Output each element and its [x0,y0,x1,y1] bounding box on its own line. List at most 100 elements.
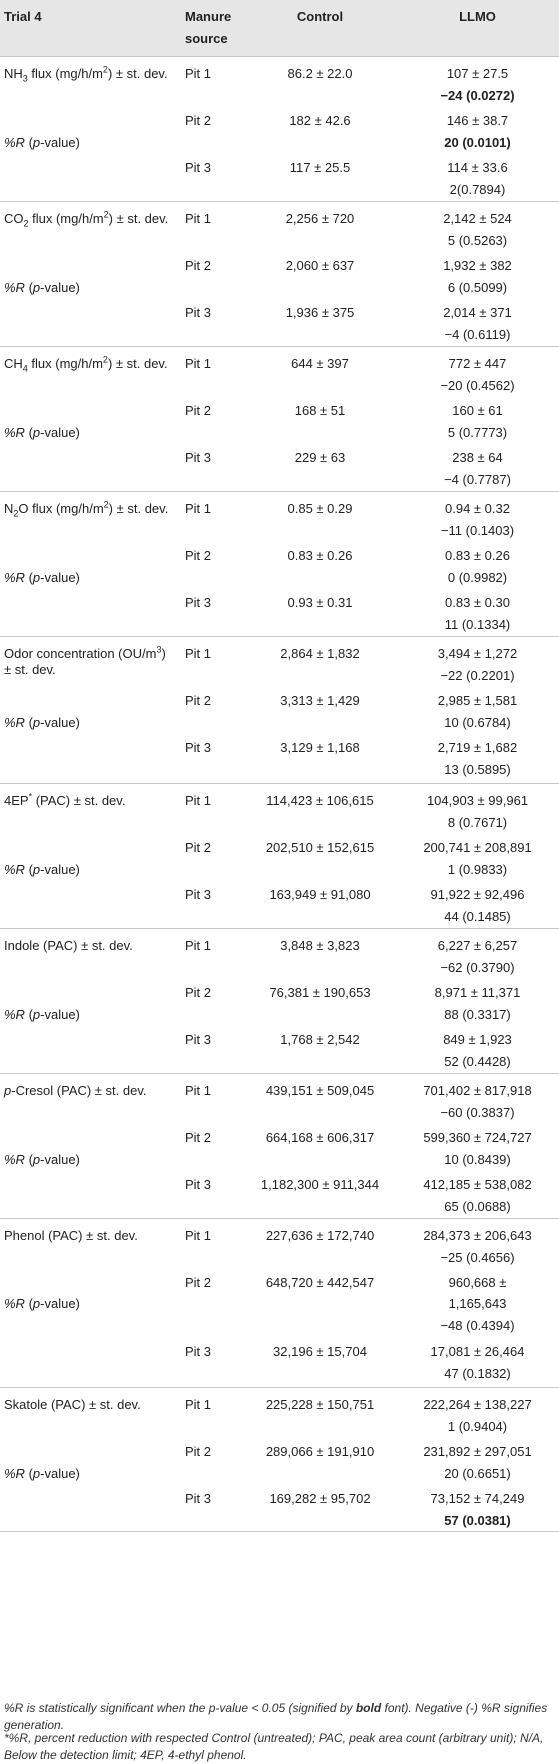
llmo-cell: 73,152 ± 74,249 [430,1491,525,1506]
llmo-cell: 17,081 ± 26,464 [430,1344,525,1359]
percent-reduction-cell: 8 (0.7671) [447,815,508,830]
percent-reduction-label: %R (p-value) [4,862,80,877]
percent-reduction-cell: −24 (0.0272) [440,88,515,103]
header-control: Control [296,9,344,24]
footnote-significance: %R is statistically significant when the… [4,1701,548,1732]
row-divider [0,1531,559,1532]
control-cell: 2,060 ± 637 [285,258,355,273]
control-cell: 229 ± 63 [294,450,346,465]
manure-source-cell: Pit 1 [185,66,212,81]
llmo-cell: 2,985 ± 1,581 [437,693,518,708]
percent-reduction-cell: 1 (0.9833) [447,862,508,877]
parameter-label: N2O flux (mg/h/m2) ± st. dev. [4,499,169,519]
llmo-cell: 231,892 ± 297,051 [423,1444,532,1459]
percent-reduction-cell: 0 (0.9982) [447,570,508,585]
row-divider [0,1218,559,1219]
manure-source-cell: Pit 2 [185,1130,212,1145]
llmo-cell: 0.94 ± 0.32 [445,501,510,516]
manure-source-cell: Pit 3 [185,740,212,755]
llmo-cell: 284,373 ± 206,643 [423,1228,532,1243]
header-manure-line2: source [185,31,228,46]
manure-source-cell: Pit 2 [185,548,212,563]
percent-reduction-cell: 20 (0.0101) [444,135,511,150]
percent-reduction-label: %R (p-value) [4,715,80,730]
row-divider [0,346,559,347]
percent-reduction-cell: −60 (0.3837) [440,1105,515,1120]
control-cell: 1,768 ± 2,542 [280,1032,360,1047]
footnote-abbreviations: *%R, percent reduction with respected Co… [4,1731,544,1762]
manure-source-cell: Pit 2 [185,1444,212,1459]
parameter-label: p-Cresol (PAC) ± st. dev. [4,1083,147,1098]
percent-reduction-cell: 47 (0.1832) [444,1366,511,1381]
control-cell: 648,720 ± 442,547 [265,1275,375,1290]
percent-reduction-label: %R (p-value) [4,1466,80,1481]
control-cell: 1,936 ± 375 [285,305,355,320]
control-cell: 664,168 ± 606,317 [265,1130,375,1145]
row-divider [0,1073,559,1074]
percent-reduction-cell: 11 (0.1334) [444,617,511,632]
llmo-cell: 0.83 ± 0.30 [445,595,510,610]
llmo-cell: 0.83 ± 0.26 [445,548,510,563]
percent-reduction-cell: 88 (0.3317) [444,1007,511,1022]
control-cell: 2,864 ± 1,832 [280,646,360,661]
control-cell: 163,949 ± 91,080 [269,887,371,902]
manure-source-cell: Pit 3 [185,1491,212,1506]
manure-source-cell: Pit 1 [185,501,212,516]
control-cell: 0.93 ± 0.31 [287,595,353,610]
percent-reduction-cell: 5 (0.7773) [447,425,508,440]
manure-source-cell: Pit 2 [185,840,212,855]
percent-reduction-label: %R (p-value) [4,425,80,440]
manure-source-cell: Pit 3 [185,595,212,610]
manure-source-cell: Pit 2 [185,693,212,708]
row-divider [0,491,559,492]
control-cell: 3,848 ± 3,823 [280,938,360,953]
percent-reduction-cell: 57 (0.0381) [444,1513,511,1528]
control-cell: 3,129 ± 1,168 [280,740,360,755]
row-divider [0,201,559,202]
percent-reduction-cell: −22 (0.2201) [440,668,515,683]
llmo-cell: 2,719 ± 1,682 [437,740,518,755]
llmo-cell: 6,227 ± 6,257 [437,938,518,953]
parameter-label: Odor concentration (OU/m3) ± st. dev. [4,644,166,677]
control-cell: 0.85 ± 0.29 [287,501,353,516]
percent-reduction-cell: −62 (0.3790) [440,960,515,975]
llmo-cell: 701,402 ± 817,918 [423,1083,532,1098]
manure-source-cell: Pit 1 [185,646,212,661]
manure-source-cell: Pit 3 [185,887,212,902]
manure-source-cell: Pit 3 [185,160,212,175]
control-cell: 86.2 ± 22.0 [287,66,353,81]
control-cell: 1,182,300 ± 911,344 [260,1177,380,1192]
manure-source-cell: Pit 2 [185,113,212,128]
percent-reduction-cell: −4 (0.7787) [444,472,511,487]
manure-source-cell: Pit 1 [185,938,212,953]
control-cell: 117 ± 25.5 [289,160,351,175]
percent-reduction-cell: −48 (0.4394) [440,1318,515,1333]
manure-source-cell: Pit 2 [185,985,212,1000]
manure-source-cell: Pit 3 [185,1177,212,1192]
row-divider [0,1387,559,1388]
llmo-cell: 3,494 ± 1,272 [437,646,518,661]
llmo-cell: 91,922 ± 92,496 [430,887,525,902]
manure-source-cell: Pit 3 [185,305,212,320]
percent-reduction-cell: 10 (0.6784) [444,715,511,730]
control-cell: 182 ± 42.6 [289,113,351,128]
percent-reduction-label: %R (p-value) [4,570,80,585]
control-cell: 169,282 ± 95,702 [269,1491,371,1506]
percent-reduction-cell: 5 (0.5263) [447,233,508,248]
llmo-cell: 1,932 ± 382 [443,258,512,273]
parameter-label: CH4 flux (mg/h/m2) ± st. dev. [4,354,168,374]
llmo-cell-continued: 1,165,643 [448,1296,507,1311]
manure-source-cell: Pit 3 [185,1032,212,1047]
parameter-label: NH3 flux (mg/h/m2) ± st. dev. [4,64,168,84]
llmo-cell: 2,014 ± 371 [443,305,512,320]
manure-source-cell: Pit 1 [185,1083,212,1098]
control-cell: 225,228 ± 150,751 [265,1397,375,1412]
llmo-cell: 599,360 ± 724,727 [423,1130,532,1145]
control-cell: 76,381 ± 190,653 [269,985,371,1000]
control-cell: 439,151 ± 509,045 [265,1083,375,1098]
control-cell: 289,066 ± 191,910 [265,1444,375,1459]
control-cell: 202,510 ± 152,615 [265,840,375,855]
manure-source-cell: Pit 1 [185,356,212,371]
manure-source-cell: Pit 2 [185,1275,212,1290]
parameter-label: Skatole (PAC) ± st. dev. [4,1397,141,1412]
